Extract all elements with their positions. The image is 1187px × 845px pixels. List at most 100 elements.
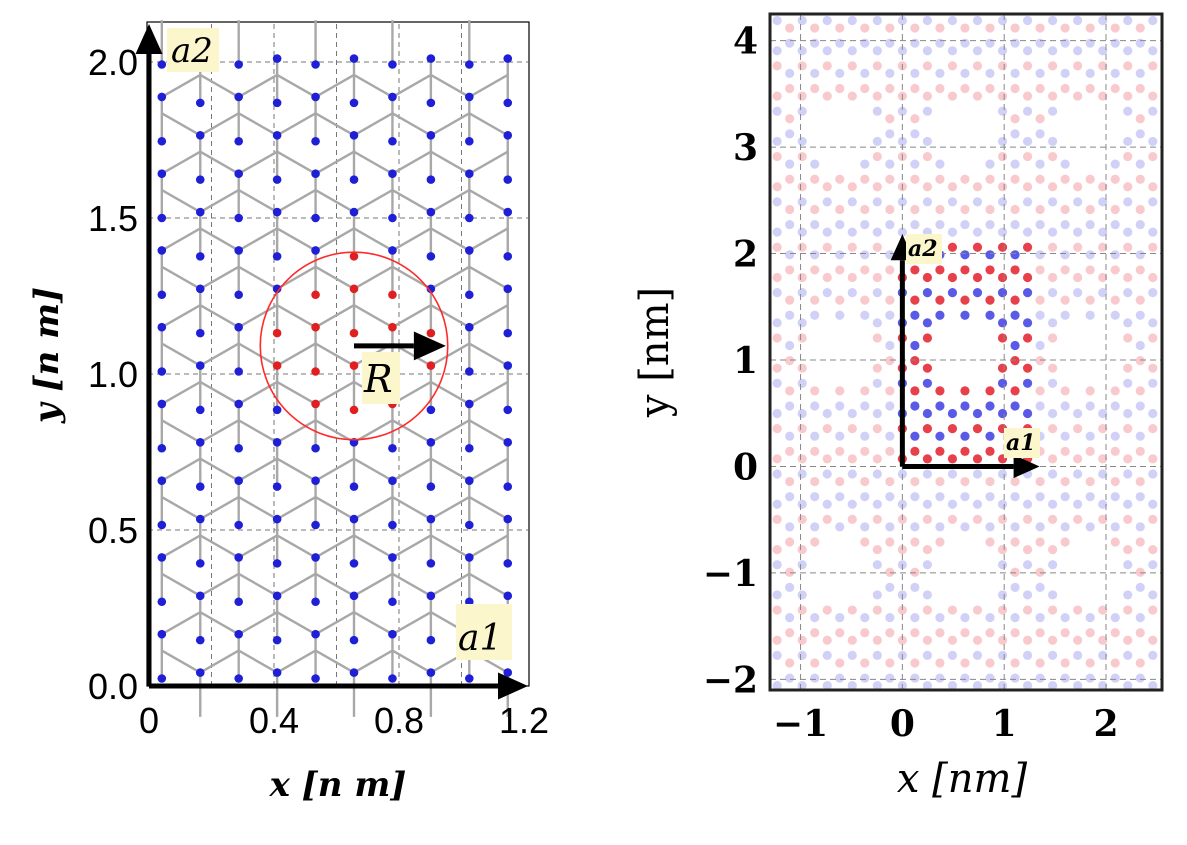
left-atom (272, 559, 282, 568)
right-atom (835, 265, 845, 275)
right-atom (922, 106, 933, 116)
right-atom (810, 401, 820, 411)
right-atom (1135, 537, 1145, 547)
right-atom (910, 340, 920, 351)
right-atom (835, 204, 845, 215)
right-atom (1110, 446, 1120, 456)
right-atom (897, 46, 907, 56)
right-atom (947, 242, 958, 252)
right-atom (835, 250, 845, 260)
right-atom (847, 61, 857, 71)
right-atom (797, 499, 807, 509)
left-atom (503, 252, 513, 261)
right-atom (1135, 340, 1145, 351)
right-atom (1048, 424, 1058, 434)
right-atom (860, 431, 870, 441)
right-atom (1048, 499, 1058, 509)
right-atom (947, 227, 958, 237)
left-atom (465, 399, 474, 409)
right-atom (997, 106, 1008, 116)
right-atom (1110, 431, 1120, 441)
left-atom (272, 252, 282, 261)
left-atom (465, 60, 474, 69)
left-atom (234, 476, 243, 486)
right-atom (935, 265, 945, 275)
right-atom (1148, 318, 1158, 328)
left-bond (238, 419, 278, 444)
right-atom (972, 514, 983, 524)
right-atom (847, 287, 857, 298)
left-bond (238, 150, 278, 175)
left-atom (195, 482, 205, 491)
left-bond (314, 457, 355, 482)
right-atom (860, 658, 870, 668)
right-atom (1073, 15, 1083, 26)
right-x-tick: 0 (890, 703, 915, 745)
left-x-tick: 0.4 (249, 700, 299, 741)
a1-vector-label-right: a1 (1006, 430, 1036, 456)
right-atom (1148, 560, 1158, 570)
left-atom (195, 559, 205, 568)
right-atom (910, 628, 920, 638)
right-atom (772, 61, 782, 71)
right-atom (785, 23, 795, 33)
left-bond (276, 380, 317, 405)
left-bond (430, 73, 470, 98)
left-bond (314, 227, 355, 252)
left-atom (349, 405, 359, 415)
right-atom (785, 492, 795, 502)
right-atom (947, 15, 958, 26)
left-bond (238, 572, 278, 597)
right-atom (985, 174, 995, 184)
right-atom (1135, 386, 1145, 396)
right-atom (1060, 174, 1070, 184)
left-bond (238, 457, 278, 482)
right-atom (985, 628, 995, 638)
right-atom (1073, 469, 1083, 479)
right-atom (910, 401, 920, 411)
left-atom (426, 482, 436, 491)
right-atom (797, 650, 807, 661)
right-atom (872, 650, 882, 661)
right-atom (910, 68, 920, 79)
left-atom (311, 322, 320, 332)
right-atom (1048, 227, 1058, 237)
right-atom (1035, 537, 1045, 547)
right-atom (910, 159, 920, 169)
right-atom (1048, 378, 1058, 388)
left-bond (238, 380, 278, 405)
right-atom (1123, 318, 1133, 328)
right-atom (1123, 151, 1133, 162)
right-atom (860, 310, 870, 320)
right-atom (1073, 272, 1083, 283)
right-atom (910, 219, 920, 230)
right-atom (1123, 136, 1133, 147)
right-atom (885, 356, 895, 366)
right-atom (1010, 613, 1020, 623)
right-atom (910, 431, 920, 441)
right-atom (1048, 151, 1058, 162)
right-atom (1110, 476, 1120, 487)
right-atom (1085, 83, 1095, 94)
right-atom (760, 341, 769, 350)
right-atom (1022, 605, 1033, 615)
right-atom (885, 23, 895, 33)
left-atom (234, 553, 243, 562)
right-atom (1135, 38, 1145, 48)
left-atom (272, 405, 282, 415)
right-atom (797, 106, 807, 116)
right-atom (785, 204, 795, 215)
right-atom (885, 401, 895, 411)
right-atom (997, 650, 1008, 661)
right-atom (847, 46, 857, 56)
right-atom (797, 544, 807, 555)
right-atom (872, 61, 882, 71)
right-atom (910, 673, 920, 683)
right-atom (960, 476, 970, 487)
right-atom (1060, 265, 1070, 275)
right-atom (1048, 182, 1058, 192)
right-atom (1060, 628, 1070, 638)
right-atom (847, 242, 857, 252)
right-atom (960, 673, 970, 683)
left-atom (426, 54, 436, 63)
